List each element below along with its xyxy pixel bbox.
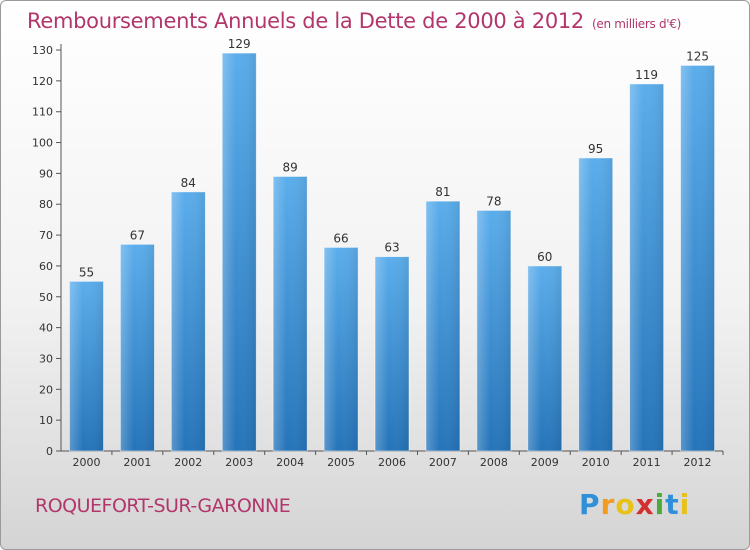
- x-tick-label: 2012: [684, 456, 712, 469]
- bar-shade: [425, 201, 460, 451]
- x-tick-label: 2002: [174, 456, 202, 469]
- bar-shade: [324, 247, 359, 451]
- y-tick-label: 60: [39, 260, 53, 273]
- y-tick-label: 20: [39, 383, 53, 396]
- bar-shade: [578, 157, 613, 451]
- y-tick-label: 120: [32, 75, 53, 88]
- x-tick-label: 2001: [123, 456, 151, 469]
- chart-subtitle: (en milliers d'€): [592, 17, 682, 31]
- bar-shade: [171, 191, 206, 451]
- data-label: 89: [283, 160, 298, 174]
- logo-letter: x: [635, 488, 655, 521]
- y-tick-label: 110: [32, 106, 53, 119]
- y-tick-label: 70: [39, 229, 53, 242]
- y-tick-label: 0: [46, 445, 53, 458]
- proxiti-logo[interactable]: Proxiti: [579, 488, 690, 521]
- y-tick-label: 80: [39, 198, 53, 211]
- bar-shade: [273, 176, 308, 451]
- bar-shade: [680, 65, 715, 451]
- data-label: 78: [486, 194, 501, 208]
- bar-shade: [69, 281, 104, 451]
- data-label: 119: [635, 68, 658, 82]
- x-tick-label: 2007: [429, 456, 457, 469]
- x-tick-label: 2008: [480, 456, 508, 469]
- y-tick-label: 10: [39, 414, 53, 427]
- logo-letter: t: [665, 488, 680, 521]
- logo-letter: i: [654, 488, 666, 521]
- chart-title: Remboursements Annuels de la Dette de 20…: [27, 9, 681, 33]
- y-tick-label: 100: [32, 137, 53, 150]
- y-tick-label: 30: [39, 352, 53, 365]
- bar-shade: [375, 256, 409, 451]
- data-label: 60: [537, 250, 552, 264]
- city-name: ROQUEFORT-SUR-GARONNE: [35, 495, 291, 517]
- data-label: 125: [686, 49, 709, 63]
- y-tick-label: 40: [39, 322, 53, 335]
- data-label: 129: [228, 37, 251, 51]
- x-tick-label: 2005: [327, 456, 355, 469]
- data-label: 95: [588, 142, 603, 156]
- bar-shade: [120, 244, 155, 451]
- bar-shade: [527, 265, 562, 451]
- bar-shade: [476, 210, 511, 451]
- x-tick-label: 2009: [531, 456, 559, 469]
- logo-letter: r: [600, 488, 616, 521]
- logo-letter: P: [579, 488, 601, 521]
- chart-title-text: Remboursements Annuels de la Dette de 20…: [27, 9, 584, 33]
- x-tick-label: 2010: [582, 456, 610, 469]
- x-tick-label: 2006: [378, 456, 406, 469]
- x-tick-label: 2004: [276, 456, 304, 469]
- data-label: 81: [435, 185, 450, 199]
- data-label: 66: [333, 231, 348, 245]
- data-label: 63: [384, 241, 399, 255]
- data-label: 55: [79, 265, 94, 279]
- bar-shade: [629, 83, 664, 451]
- logo-letter: i: [679, 488, 691, 521]
- data-label: 84: [181, 176, 196, 190]
- x-tick-label: 2003: [225, 456, 253, 469]
- y-tick-label: 90: [39, 167, 53, 180]
- x-tick-label: 2000: [72, 456, 100, 469]
- x-tick-label: 2011: [633, 456, 661, 469]
- logo-letter: o: [615, 488, 636, 521]
- bar-shade: [222, 53, 257, 451]
- data-label: 67: [130, 228, 145, 242]
- y-tick-label: 50: [39, 291, 53, 304]
- y-tick-label: 130: [32, 44, 53, 57]
